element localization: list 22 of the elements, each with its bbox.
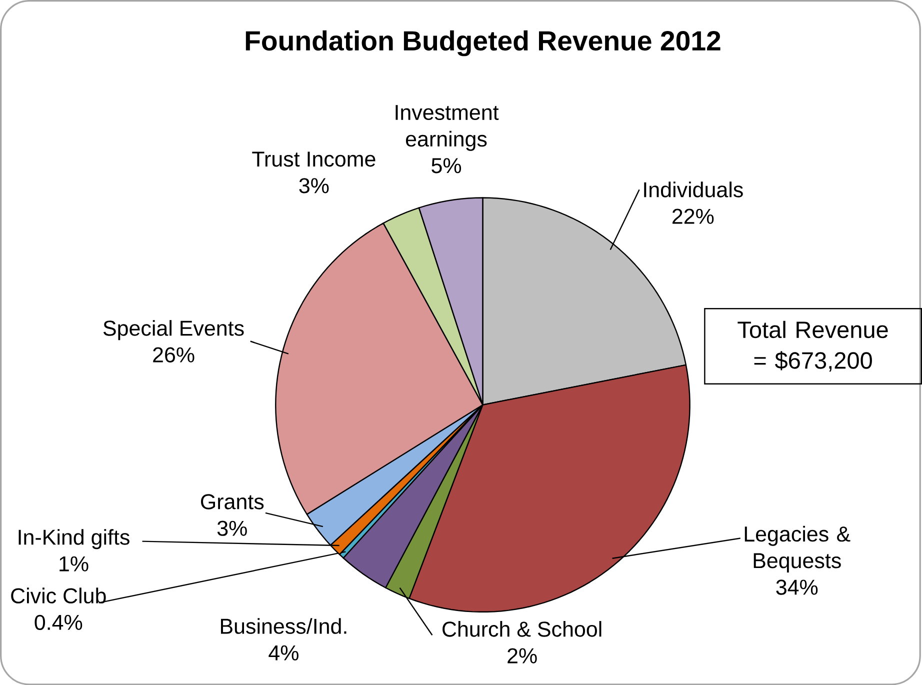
data-label: 22% [672,208,714,224]
data-label: 3% [299,178,329,194]
text: Total Revenue = $673,200 [738,320,888,372]
data-label: 3% [217,520,247,536]
slice-label: Special Events [103,320,244,340]
data-label: 4% [268,645,298,660]
data-label: 5% [432,158,462,174]
slice-label: Civic Club [11,588,106,604]
data-label: 34% [776,580,818,595]
slice-label: Legacies & Bequests [744,526,850,572]
slice-label: Individuals [644,181,743,198]
data-label: 0.4% [34,614,82,630]
slice-label: Investment earnings [396,104,499,151]
data-label: 2% [508,648,537,664]
chart-title: Foundation Budgeted Revenue 2012 [246,30,720,56]
data-label: 1% [60,556,88,572]
slice-label: Church & School [442,620,602,637]
data-label: 26% [153,347,194,362]
slice-label: Grants [201,494,264,510]
slice-label: Business/Ind. [220,618,346,634]
slice-label: In-Kind gifts [18,528,130,549]
slice-label: Trust Income [252,152,376,167]
